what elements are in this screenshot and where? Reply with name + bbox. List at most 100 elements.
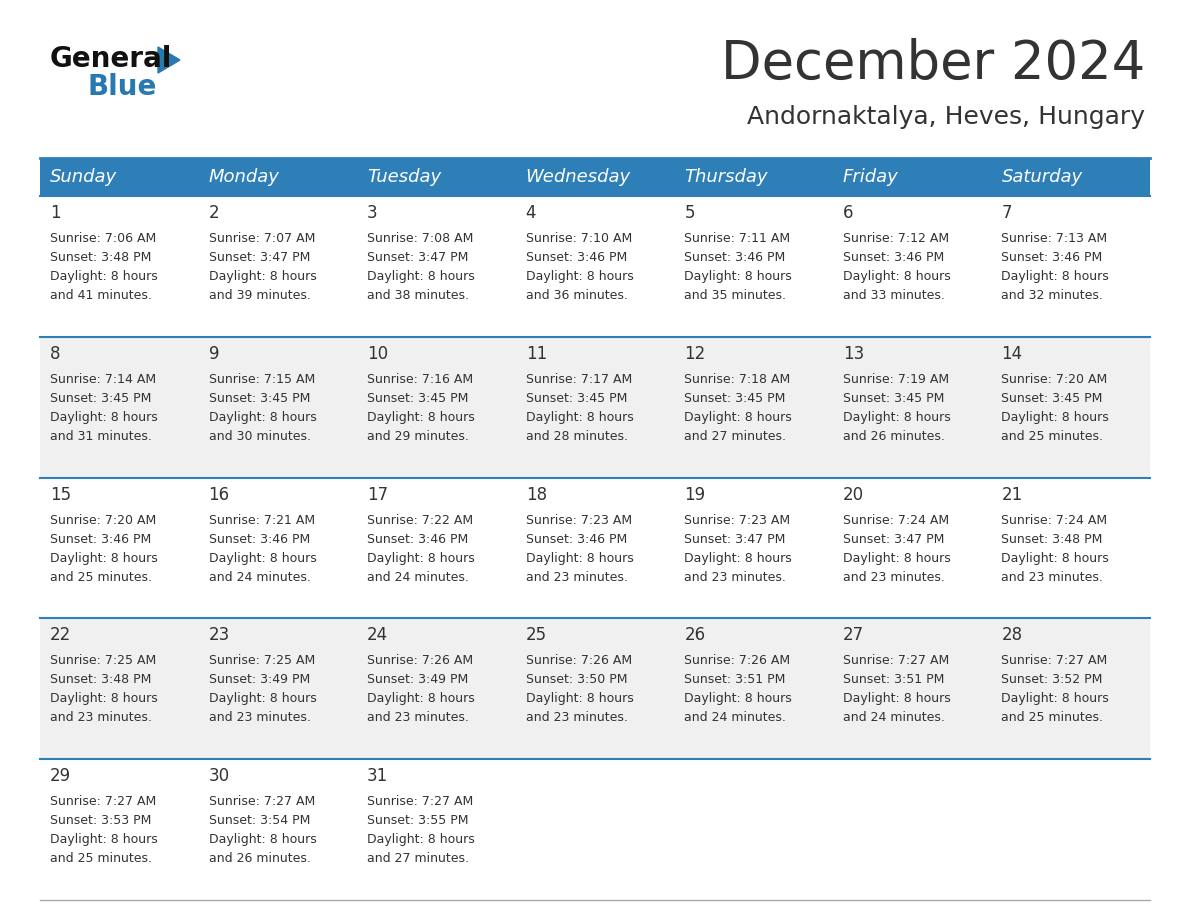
Bar bbox=[40, 196, 198, 337]
Text: Daylight: 8 hours: Daylight: 8 hours bbox=[684, 552, 792, 565]
Text: Daylight: 8 hours: Daylight: 8 hours bbox=[50, 692, 158, 705]
Text: and 32 minutes.: and 32 minutes. bbox=[1001, 289, 1104, 302]
Text: 15: 15 bbox=[50, 486, 71, 504]
Text: 16: 16 bbox=[209, 486, 229, 504]
Bar bbox=[675, 196, 833, 337]
Text: and 25 minutes.: and 25 minutes. bbox=[50, 852, 152, 865]
Text: and 35 minutes.: and 35 minutes. bbox=[684, 289, 786, 302]
Bar bbox=[833, 619, 992, 759]
Text: Sunset: 3:47 PM: Sunset: 3:47 PM bbox=[367, 251, 468, 264]
Text: Daylight: 8 hours: Daylight: 8 hours bbox=[50, 410, 158, 424]
Text: Sunset: 3:48 PM: Sunset: 3:48 PM bbox=[50, 674, 151, 687]
Bar bbox=[992, 158, 1150, 196]
Text: Sunrise: 7:24 AM: Sunrise: 7:24 AM bbox=[1001, 513, 1107, 527]
Text: and 25 minutes.: and 25 minutes. bbox=[1001, 711, 1104, 724]
Bar bbox=[992, 196, 1150, 337]
Text: Sunrise: 7:20 AM: Sunrise: 7:20 AM bbox=[50, 513, 157, 527]
Text: Sunset: 3:46 PM: Sunset: 3:46 PM bbox=[842, 251, 944, 264]
Text: Sunrise: 7:20 AM: Sunrise: 7:20 AM bbox=[1001, 373, 1107, 386]
Text: Sunset: 3:46 PM: Sunset: 3:46 PM bbox=[209, 532, 310, 545]
Bar bbox=[675, 477, 833, 619]
Text: and 31 minutes.: and 31 minutes. bbox=[50, 430, 152, 442]
Text: and 36 minutes.: and 36 minutes. bbox=[526, 289, 627, 302]
Text: and 23 minutes.: and 23 minutes. bbox=[367, 711, 469, 724]
Text: and 23 minutes.: and 23 minutes. bbox=[1001, 571, 1104, 584]
Text: 21: 21 bbox=[1001, 486, 1023, 504]
Text: Daylight: 8 hours: Daylight: 8 hours bbox=[209, 692, 316, 705]
Bar bbox=[516, 196, 675, 337]
Text: Sunrise: 7:07 AM: Sunrise: 7:07 AM bbox=[209, 232, 315, 245]
Text: Daylight: 8 hours: Daylight: 8 hours bbox=[1001, 552, 1110, 565]
Bar bbox=[833, 477, 992, 619]
Text: Sunday: Sunday bbox=[50, 168, 118, 186]
Text: Sunset: 3:48 PM: Sunset: 3:48 PM bbox=[1001, 532, 1102, 545]
Text: Daylight: 8 hours: Daylight: 8 hours bbox=[367, 834, 475, 846]
Text: 27: 27 bbox=[842, 626, 864, 644]
Text: 28: 28 bbox=[1001, 626, 1023, 644]
Text: Sunset: 3:46 PM: Sunset: 3:46 PM bbox=[526, 532, 627, 545]
Bar bbox=[675, 759, 833, 900]
Text: Sunset: 3:52 PM: Sunset: 3:52 PM bbox=[1001, 674, 1102, 687]
Text: 24: 24 bbox=[367, 626, 388, 644]
Text: Sunrise: 7:27 AM: Sunrise: 7:27 AM bbox=[50, 795, 157, 808]
Bar bbox=[516, 337, 675, 477]
Text: 29: 29 bbox=[50, 767, 71, 785]
Text: Sunset: 3:45 PM: Sunset: 3:45 PM bbox=[367, 392, 468, 405]
Bar bbox=[198, 158, 358, 196]
Bar bbox=[198, 759, 358, 900]
Text: Daylight: 8 hours: Daylight: 8 hours bbox=[209, 552, 316, 565]
Bar bbox=[833, 337, 992, 477]
Text: 23: 23 bbox=[209, 626, 229, 644]
Bar bbox=[40, 759, 198, 900]
Text: Sunrise: 7:23 AM: Sunrise: 7:23 AM bbox=[526, 513, 632, 527]
Text: Sunrise: 7:08 AM: Sunrise: 7:08 AM bbox=[367, 232, 474, 245]
Text: Sunrise: 7:21 AM: Sunrise: 7:21 AM bbox=[209, 513, 315, 527]
Text: Daylight: 8 hours: Daylight: 8 hours bbox=[1001, 270, 1110, 283]
Bar bbox=[516, 158, 675, 196]
Bar bbox=[992, 337, 1150, 477]
Text: 26: 26 bbox=[684, 626, 706, 644]
Text: Sunset: 3:49 PM: Sunset: 3:49 PM bbox=[367, 674, 468, 687]
Text: Sunrise: 7:25 AM: Sunrise: 7:25 AM bbox=[209, 655, 315, 667]
Text: Daylight: 8 hours: Daylight: 8 hours bbox=[50, 552, 158, 565]
Bar bbox=[198, 337, 358, 477]
Text: Sunrise: 7:13 AM: Sunrise: 7:13 AM bbox=[1001, 232, 1107, 245]
Text: Daylight: 8 hours: Daylight: 8 hours bbox=[684, 692, 792, 705]
Text: 19: 19 bbox=[684, 486, 706, 504]
Text: Sunrise: 7:24 AM: Sunrise: 7:24 AM bbox=[842, 513, 949, 527]
Text: 12: 12 bbox=[684, 345, 706, 363]
Text: Daylight: 8 hours: Daylight: 8 hours bbox=[367, 270, 475, 283]
Bar bbox=[675, 337, 833, 477]
Text: Wednesday: Wednesday bbox=[526, 168, 631, 186]
Bar bbox=[833, 759, 992, 900]
Text: Sunrise: 7:27 AM: Sunrise: 7:27 AM bbox=[209, 795, 315, 808]
Text: Sunset: 3:47 PM: Sunset: 3:47 PM bbox=[684, 532, 785, 545]
Text: 5: 5 bbox=[684, 204, 695, 222]
Text: Sunset: 3:51 PM: Sunset: 3:51 PM bbox=[842, 674, 944, 687]
Text: 30: 30 bbox=[209, 767, 229, 785]
Text: Daylight: 8 hours: Daylight: 8 hours bbox=[526, 692, 633, 705]
Text: 17: 17 bbox=[367, 486, 388, 504]
Text: Sunset: 3:47 PM: Sunset: 3:47 PM bbox=[209, 251, 310, 264]
Text: December 2024: December 2024 bbox=[721, 38, 1145, 90]
Bar bbox=[833, 158, 992, 196]
Text: Sunrise: 7:19 AM: Sunrise: 7:19 AM bbox=[842, 373, 949, 386]
Bar bbox=[358, 619, 516, 759]
Text: and 25 minutes.: and 25 minutes. bbox=[50, 571, 152, 584]
Text: Daylight: 8 hours: Daylight: 8 hours bbox=[842, 270, 950, 283]
Text: and 24 minutes.: and 24 minutes. bbox=[209, 571, 310, 584]
Text: and 23 minutes.: and 23 minutes. bbox=[684, 571, 786, 584]
Text: Sunrise: 7:23 AM: Sunrise: 7:23 AM bbox=[684, 513, 790, 527]
Text: Sunrise: 7:18 AM: Sunrise: 7:18 AM bbox=[684, 373, 790, 386]
Text: Sunset: 3:49 PM: Sunset: 3:49 PM bbox=[209, 674, 310, 687]
Text: Sunset: 3:45 PM: Sunset: 3:45 PM bbox=[50, 392, 151, 405]
Text: Daylight: 8 hours: Daylight: 8 hours bbox=[367, 692, 475, 705]
Bar bbox=[358, 196, 516, 337]
Text: Daylight: 8 hours: Daylight: 8 hours bbox=[684, 410, 792, 424]
Text: Sunrise: 7:27 AM: Sunrise: 7:27 AM bbox=[842, 655, 949, 667]
Text: Tuesday: Tuesday bbox=[367, 168, 441, 186]
Bar bbox=[675, 158, 833, 196]
Text: Sunset: 3:46 PM: Sunset: 3:46 PM bbox=[1001, 251, 1102, 264]
Text: 14: 14 bbox=[1001, 345, 1023, 363]
Text: Sunrise: 7:26 AM: Sunrise: 7:26 AM bbox=[526, 655, 632, 667]
